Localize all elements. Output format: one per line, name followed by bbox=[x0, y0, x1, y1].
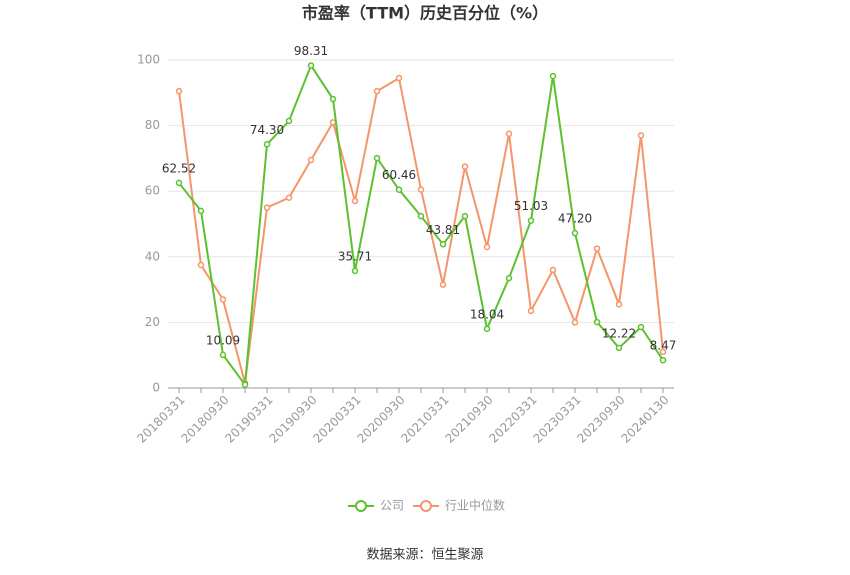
data-point bbox=[417, 186, 425, 193]
data-label: 43.81 bbox=[426, 223, 460, 237]
data-point bbox=[285, 117, 293, 125]
data-point bbox=[373, 154, 381, 162]
y-tick-label: 100 bbox=[137, 53, 160, 67]
data-point bbox=[593, 318, 601, 326]
source: 数据来源：恒生聚源 bbox=[366, 548, 483, 563]
data-point bbox=[351, 267, 359, 275]
data-label: 62.52 bbox=[162, 161, 196, 175]
data-point bbox=[637, 132, 645, 139]
data-point bbox=[615, 344, 623, 352]
data-point bbox=[505, 130, 513, 138]
data-label: 74.30 bbox=[250, 123, 284, 137]
data-point bbox=[659, 356, 667, 364]
legend-marker bbox=[420, 500, 432, 512]
data-point bbox=[307, 62, 315, 69]
data-label: 98.31 bbox=[294, 44, 328, 58]
data-point bbox=[395, 186, 403, 193]
data-point bbox=[571, 229, 579, 237]
data-point bbox=[307, 156, 315, 164]
data-point bbox=[527, 217, 535, 224]
data-point bbox=[175, 179, 183, 187]
data-point bbox=[549, 72, 557, 80]
y-tick-label: 80 bbox=[145, 118, 160, 132]
data-point bbox=[197, 207, 205, 215]
data-point bbox=[417, 212, 425, 220]
data-point bbox=[285, 194, 293, 202]
data-point bbox=[219, 296, 227, 303]
legend-label: 行业中位数 bbox=[445, 498, 505, 513]
data-point bbox=[571, 319, 579, 326]
data-point bbox=[549, 266, 557, 274]
y-tick-label: 60 bbox=[145, 184, 160, 198]
data-label: 51.03 bbox=[514, 199, 548, 213]
data-label: 35.71 bbox=[338, 249, 372, 263]
y-tick-label: 0 bbox=[152, 381, 160, 395]
data-point bbox=[505, 274, 513, 282]
data-point bbox=[461, 163, 469, 170]
data-point bbox=[175, 87, 183, 95]
data-point bbox=[219, 351, 227, 359]
x-tick-label: 20240130 bbox=[619, 393, 672, 446]
data-point bbox=[659, 348, 667, 356]
data-point bbox=[263, 141, 271, 148]
data-point bbox=[439, 281, 447, 288]
legend-label: 公司 bbox=[380, 499, 404, 513]
y-tick-label: 20 bbox=[145, 315, 160, 329]
data-point bbox=[439, 241, 447, 248]
data-point bbox=[483, 243, 491, 251]
data-label: 10.09 bbox=[206, 333, 240, 347]
data-point bbox=[637, 323, 645, 331]
data-point bbox=[527, 307, 535, 315]
data-point bbox=[593, 245, 601, 252]
data-label: 18.04 bbox=[470, 307, 504, 321]
data-point bbox=[483, 325, 491, 333]
data-label: 8.47 bbox=[650, 339, 677, 353]
data-point bbox=[395, 74, 403, 82]
data-point bbox=[373, 87, 381, 95]
y-tick-label: 40 bbox=[145, 249, 160, 263]
data-label: 47.20 bbox=[558, 212, 592, 226]
data-point bbox=[263, 204, 271, 211]
data-label: 60.46 bbox=[382, 168, 416, 182]
legend-marker bbox=[355, 500, 367, 512]
data-label: 12.22 bbox=[602, 326, 636, 340]
chart-title: 市盈率（TTM）历史百分位（%） bbox=[302, 4, 548, 23]
data-point bbox=[615, 301, 623, 308]
data-point bbox=[241, 381, 249, 388]
data-point bbox=[329, 95, 337, 103]
data-point bbox=[461, 212, 469, 220]
data-point bbox=[197, 261, 205, 269]
data-point bbox=[351, 197, 359, 205]
